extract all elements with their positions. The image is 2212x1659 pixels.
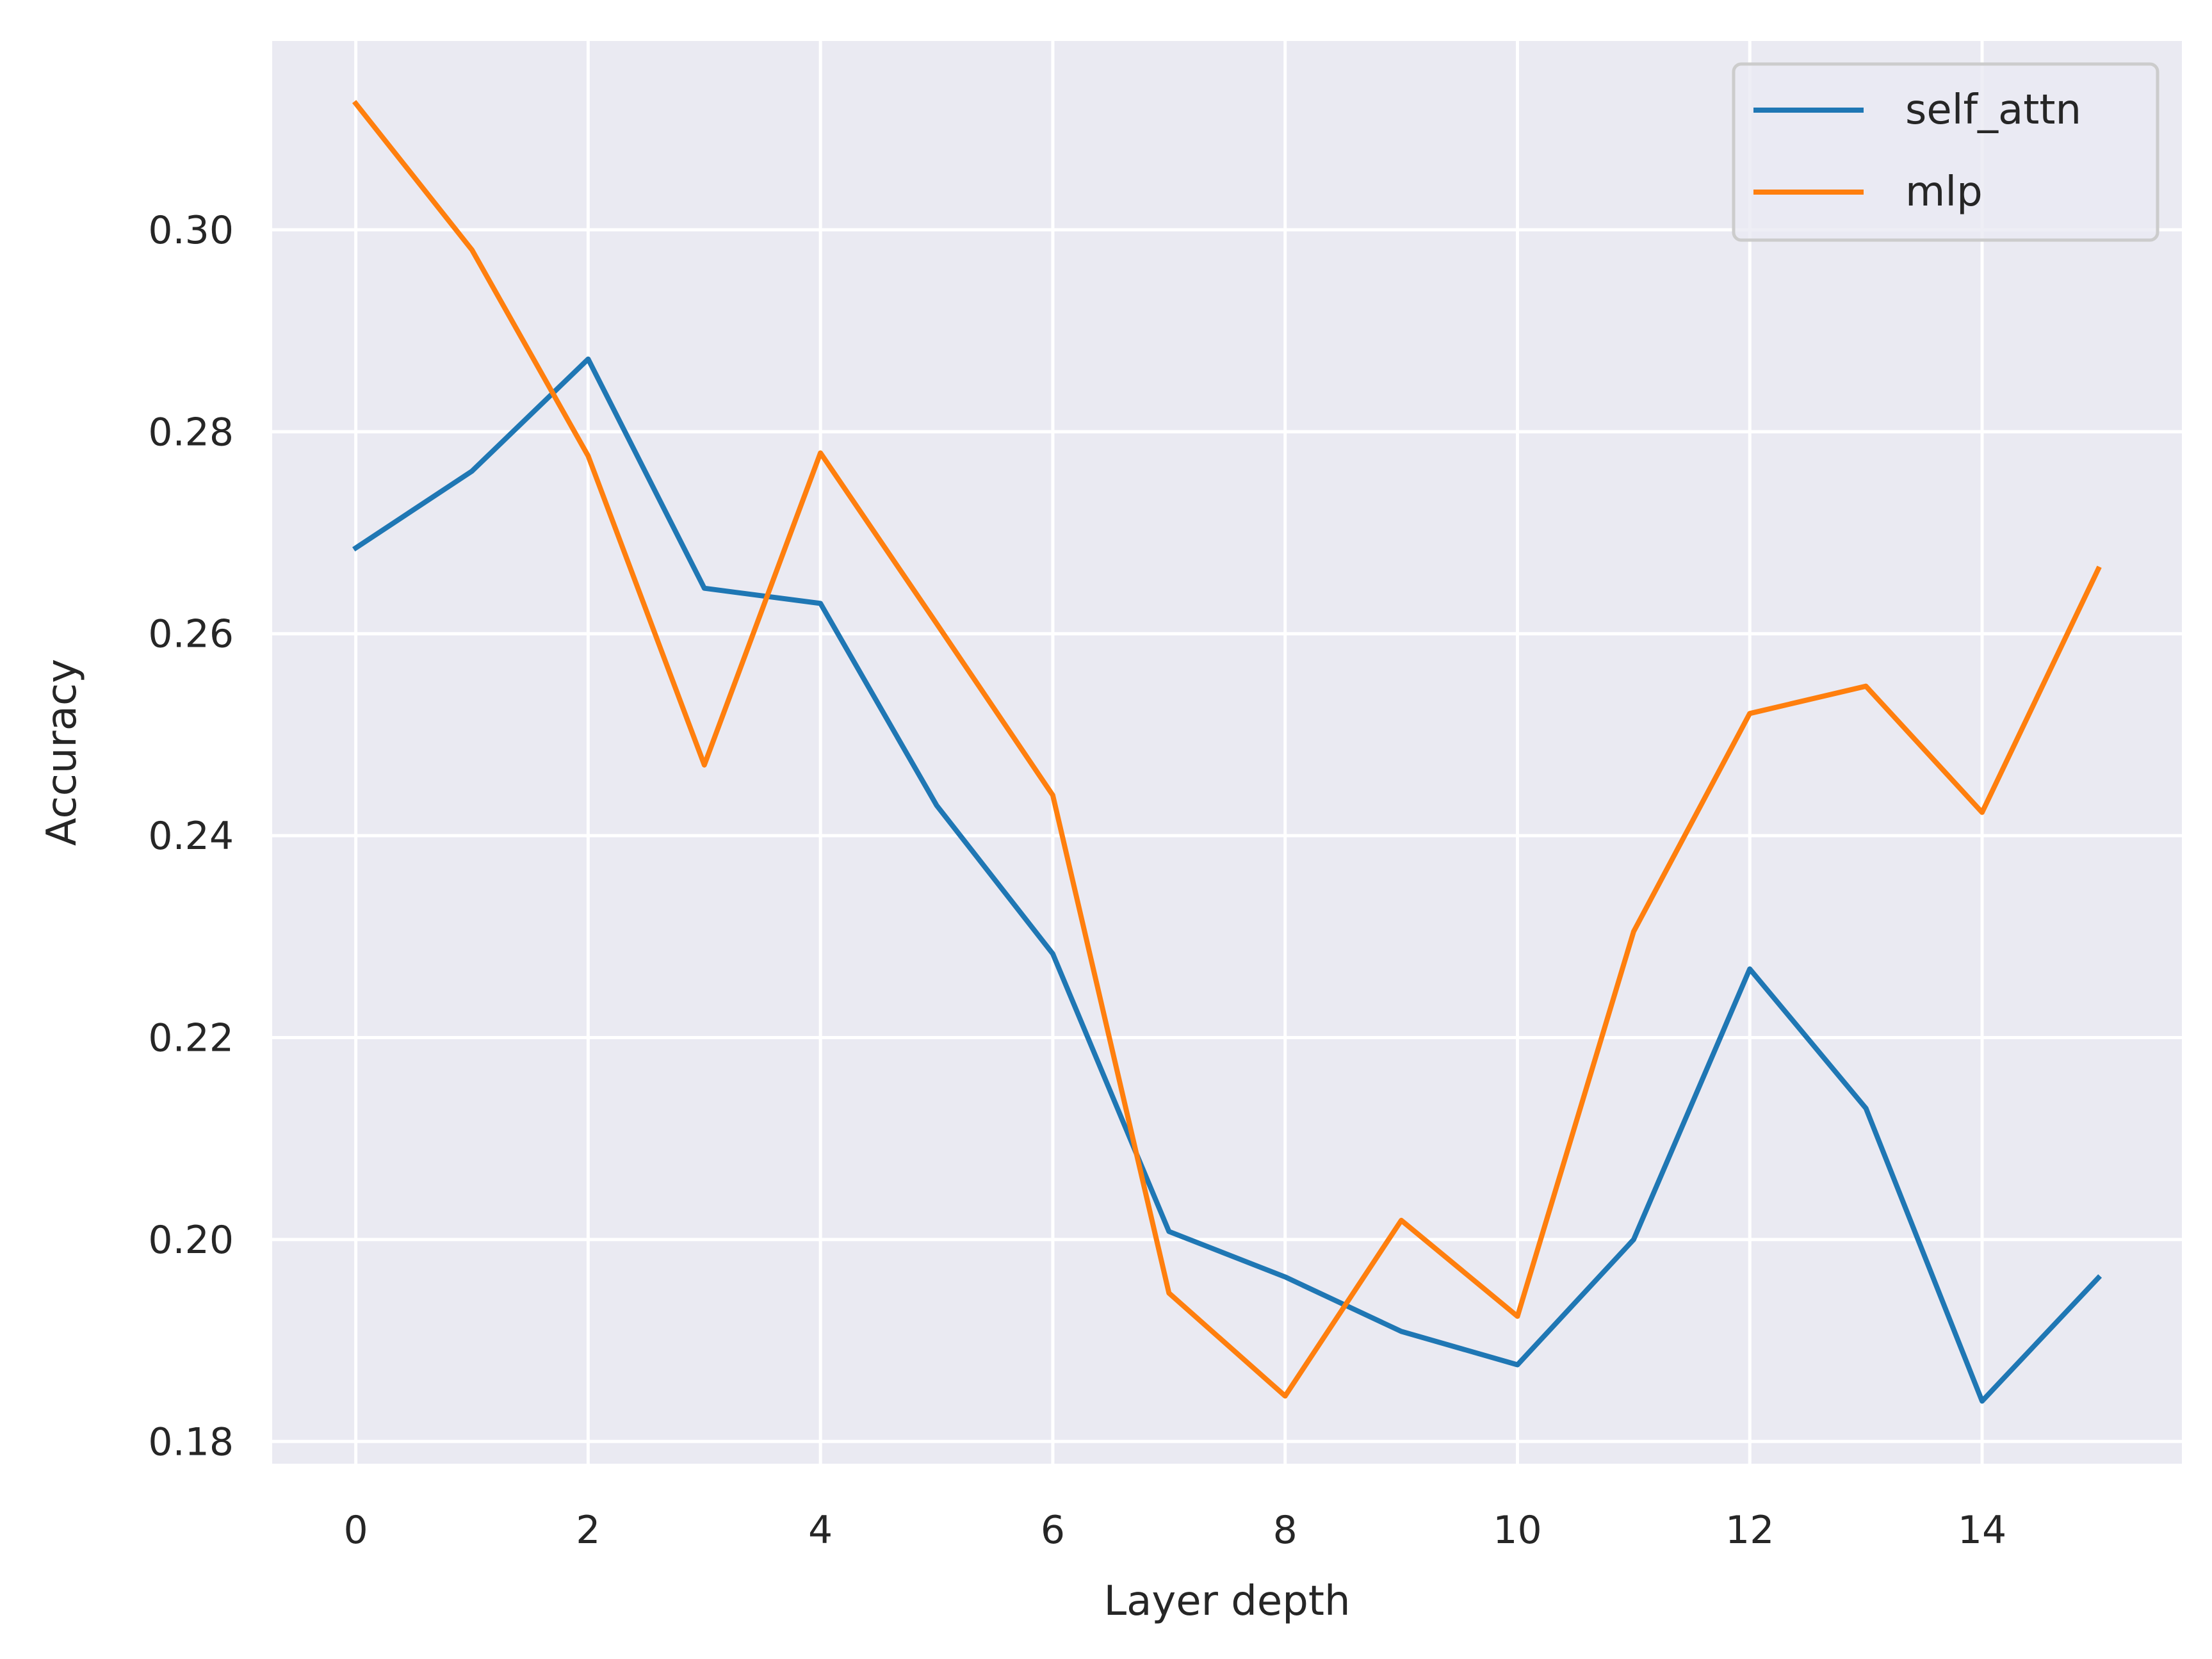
x-tick-label: 12 (1725, 1508, 1774, 1553)
y-tick-label: 0.26 (148, 612, 234, 657)
y-tick-label: 0.24 (148, 814, 234, 859)
grid-lines (272, 41, 2182, 1464)
legend: self_attn mlp (1732, 62, 2159, 242)
y-tick-labels: 0.18 0.20 0.22 0.24 0.26 0.28 0.30 (148, 208, 234, 1464)
plot-area (272, 41, 2182, 1464)
y-tick-label: 0.18 (148, 1420, 234, 1464)
x-tick-label: 2 (576, 1508, 600, 1553)
x-axis-label: Layer depth (1103, 1578, 1350, 1625)
series-line-self-attn (352, 356, 2102, 1404)
y-tick-label: 0.22 (148, 1016, 234, 1061)
series-line-mlp (352, 100, 2102, 1399)
x-tick-labels: 0 2 4 6 8 10 12 14 (344, 1508, 2007, 1553)
x-tick-label: 0 (344, 1508, 368, 1553)
y-tick-label: 0.20 (148, 1218, 234, 1263)
x-tick-label: 14 (1958, 1508, 2006, 1553)
x-tick-label: 6 (1041, 1508, 1065, 1553)
legend-label-mlp: mlp (1905, 168, 1983, 216)
x-tick-label: 10 (1493, 1508, 1541, 1553)
x-tick-label: 4 (808, 1508, 833, 1553)
legend-label-self-attn: self_attn (1905, 86, 2081, 134)
y-tick-label: 0.30 (148, 208, 234, 253)
series-lines (352, 100, 2102, 1404)
y-axis-label: Accuracy (38, 659, 86, 846)
y-tick-label: 0.28 (148, 410, 234, 455)
x-tick-label: 8 (1273, 1508, 1297, 1553)
